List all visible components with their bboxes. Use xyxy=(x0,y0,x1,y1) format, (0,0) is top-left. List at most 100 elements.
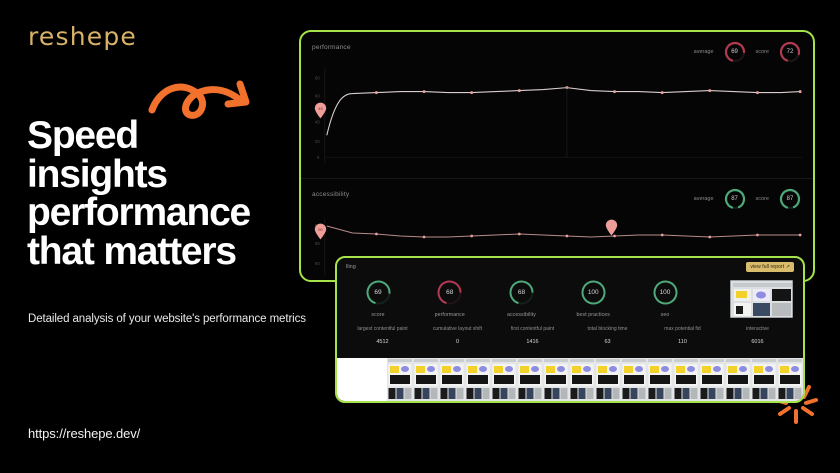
performance-panel-title: performance xyxy=(312,44,351,51)
performance-header-gauges: average 69 score 72 xyxy=(694,40,802,64)
performance-average-label: average xyxy=(693,49,714,55)
score-value: 69 xyxy=(374,289,382,296)
gauge-seo[interactable]: 100 seo xyxy=(636,278,694,318)
report-card: lling view full report ↗ 69 score xyxy=(335,256,805,403)
performance-chart-panel[interactable]: performance average 69 score 72 xyxy=(301,32,813,179)
headline-line-3: performance xyxy=(27,191,251,235)
filmstrip[interactable] xyxy=(337,358,803,401)
headline-line-2: insights xyxy=(27,152,168,196)
site-url[interactable]: https://reshepe.dev/ xyxy=(28,426,141,441)
filmstrip-frame[interactable] xyxy=(777,358,803,401)
metric-total-blocking-time: total blocking time 63 xyxy=(570,326,645,345)
metric-max-potential-fid: max potential fid 110 xyxy=(645,326,720,345)
accessibility-chart-panel[interactable]: accessibility average 87 score 87 xyxy=(301,179,813,282)
filmstrip-frame[interactable] xyxy=(673,358,699,401)
seo-value: 100 xyxy=(659,289,671,296)
performance-label: performance xyxy=(434,312,465,318)
svg-text:20: 20 xyxy=(315,139,320,144)
filmstrip-frame[interactable] xyxy=(387,358,413,401)
performance-score-value: 72 xyxy=(786,49,794,55)
accessibility-start-marker-pin[interactable]: 90 xyxy=(314,223,327,240)
performance-ring: 68 xyxy=(435,278,464,307)
gauge-score[interactable]: 69 score xyxy=(349,278,407,318)
metric-value: 63 xyxy=(604,339,611,345)
accessibility-average-label: average xyxy=(693,196,714,202)
performance-average-gauge: 69 xyxy=(723,40,747,64)
brand-logo: reshepe xyxy=(28,22,138,51)
svg-text:80: 80 xyxy=(315,76,320,81)
filmstrip-frame[interactable] xyxy=(699,358,725,401)
filmstrip-frame[interactable] xyxy=(439,358,465,401)
filmstrip-frame[interactable] xyxy=(413,358,439,401)
metric-label: largest contentful paint xyxy=(357,326,408,332)
accessibility-score-value: 87 xyxy=(786,196,794,202)
accessibility-header-gauges: average 87 score 87 xyxy=(694,187,802,211)
accessibility-average-gauge: 87 xyxy=(723,187,747,211)
seo-ring: 100 xyxy=(651,278,680,307)
headline-line-1: Speed xyxy=(27,114,139,157)
svg-text:40: 40 xyxy=(315,119,320,124)
report-card-title: lling xyxy=(346,264,356,270)
performance-start-marker-pin[interactable]: 45 xyxy=(314,102,327,119)
gauge-best-practices[interactable]: 100 best practices xyxy=(564,278,622,318)
filmstrip-blank-frame xyxy=(337,358,387,401)
svg-text:45: 45 xyxy=(318,106,323,111)
performance-score-label: score xyxy=(755,49,769,55)
metric-value: 0 xyxy=(455,339,460,345)
metric-label: first contentful paint xyxy=(510,326,555,332)
filmstrip-frame[interactable] xyxy=(647,358,673,401)
accessibility-average-value: 87 xyxy=(731,196,738,202)
metric-label: total blocking time xyxy=(587,326,628,332)
filmstrip-frame[interactable] xyxy=(595,358,621,401)
metric-label: cumulative layout shift xyxy=(432,326,483,332)
filmstrip-frame[interactable] xyxy=(621,358,647,401)
accessibility-ring: 68 xyxy=(507,278,536,307)
svg-text:60: 60 xyxy=(315,94,320,99)
gauge-performance[interactable]: 68 performance xyxy=(421,278,479,318)
filmstrip-frame[interactable] xyxy=(517,358,543,401)
svg-text:90: 90 xyxy=(318,227,323,232)
performance-line-chart[interactable]: 80 60 40 20 0 xyxy=(301,32,813,178)
accessibility-line-chart[interactable]: 90 85 80 xyxy=(301,179,813,282)
accessibility-value: 68 xyxy=(517,289,526,296)
filmstrip-frame[interactable] xyxy=(569,358,595,401)
filmstrip-frame[interactable] xyxy=(751,358,777,401)
metric-first-contentful-paint: first contentful paint 1416 xyxy=(495,326,570,345)
report-card-metrics: largest contentful paint 4512 cumulative… xyxy=(345,326,795,345)
subheadline: Detailed analysis of your website's perf… xyxy=(28,313,306,325)
metric-value: 6016 xyxy=(751,339,764,345)
view-full-report-button[interactable]: view full report ↗ xyxy=(746,262,794,272)
svg-text:80: 80 xyxy=(315,261,320,266)
curly-arrow-icon xyxy=(148,80,250,119)
page-screenshot-thumbnail[interactable] xyxy=(730,280,793,318)
metric-label: interactive xyxy=(746,326,769,332)
performance-score-gauge: 72 xyxy=(778,40,802,64)
svg-text:85: 85 xyxy=(315,241,320,246)
score-label: score xyxy=(371,312,385,318)
filmstrip-frame[interactable] xyxy=(491,358,517,401)
gauge-accessibility[interactable]: 68 accessibility xyxy=(493,278,551,318)
charts-panel: performance average 69 score 72 xyxy=(299,30,815,282)
page-title: Speed insights performance that matters xyxy=(27,114,357,273)
metric-largest-contentful-paint: largest contentful paint 4512 xyxy=(345,326,420,345)
seo-label: seo xyxy=(660,312,670,318)
filmstrip-frame[interactable] xyxy=(465,358,491,401)
performance-average-value: 69 xyxy=(731,49,738,55)
accessibility-marker-pin[interactable] xyxy=(605,219,618,236)
metric-value: 4512 xyxy=(376,339,389,345)
headline-line-4: that matters xyxy=(27,229,237,273)
accessibility-panel-title: accessibility xyxy=(312,191,350,198)
svg-text:0: 0 xyxy=(317,155,320,160)
metric-label: max potential fid xyxy=(664,326,701,332)
metric-cumulative-layout-shift: cumulative layout shift 0 xyxy=(420,326,495,345)
score-ring: 69 xyxy=(364,278,393,307)
report-card-gauges: 69 score 68 performance xyxy=(349,278,694,318)
metric-value: 110 xyxy=(678,339,687,345)
filmstrip-frame[interactable] xyxy=(543,358,569,401)
best-practices-value: 100 xyxy=(587,289,599,296)
filmstrip-frame[interactable] xyxy=(725,358,751,401)
accessibility-score-gauge: 87 xyxy=(778,187,802,211)
accessibility-score-label: score xyxy=(755,196,769,202)
best-practices-ring: 100 xyxy=(579,278,608,307)
